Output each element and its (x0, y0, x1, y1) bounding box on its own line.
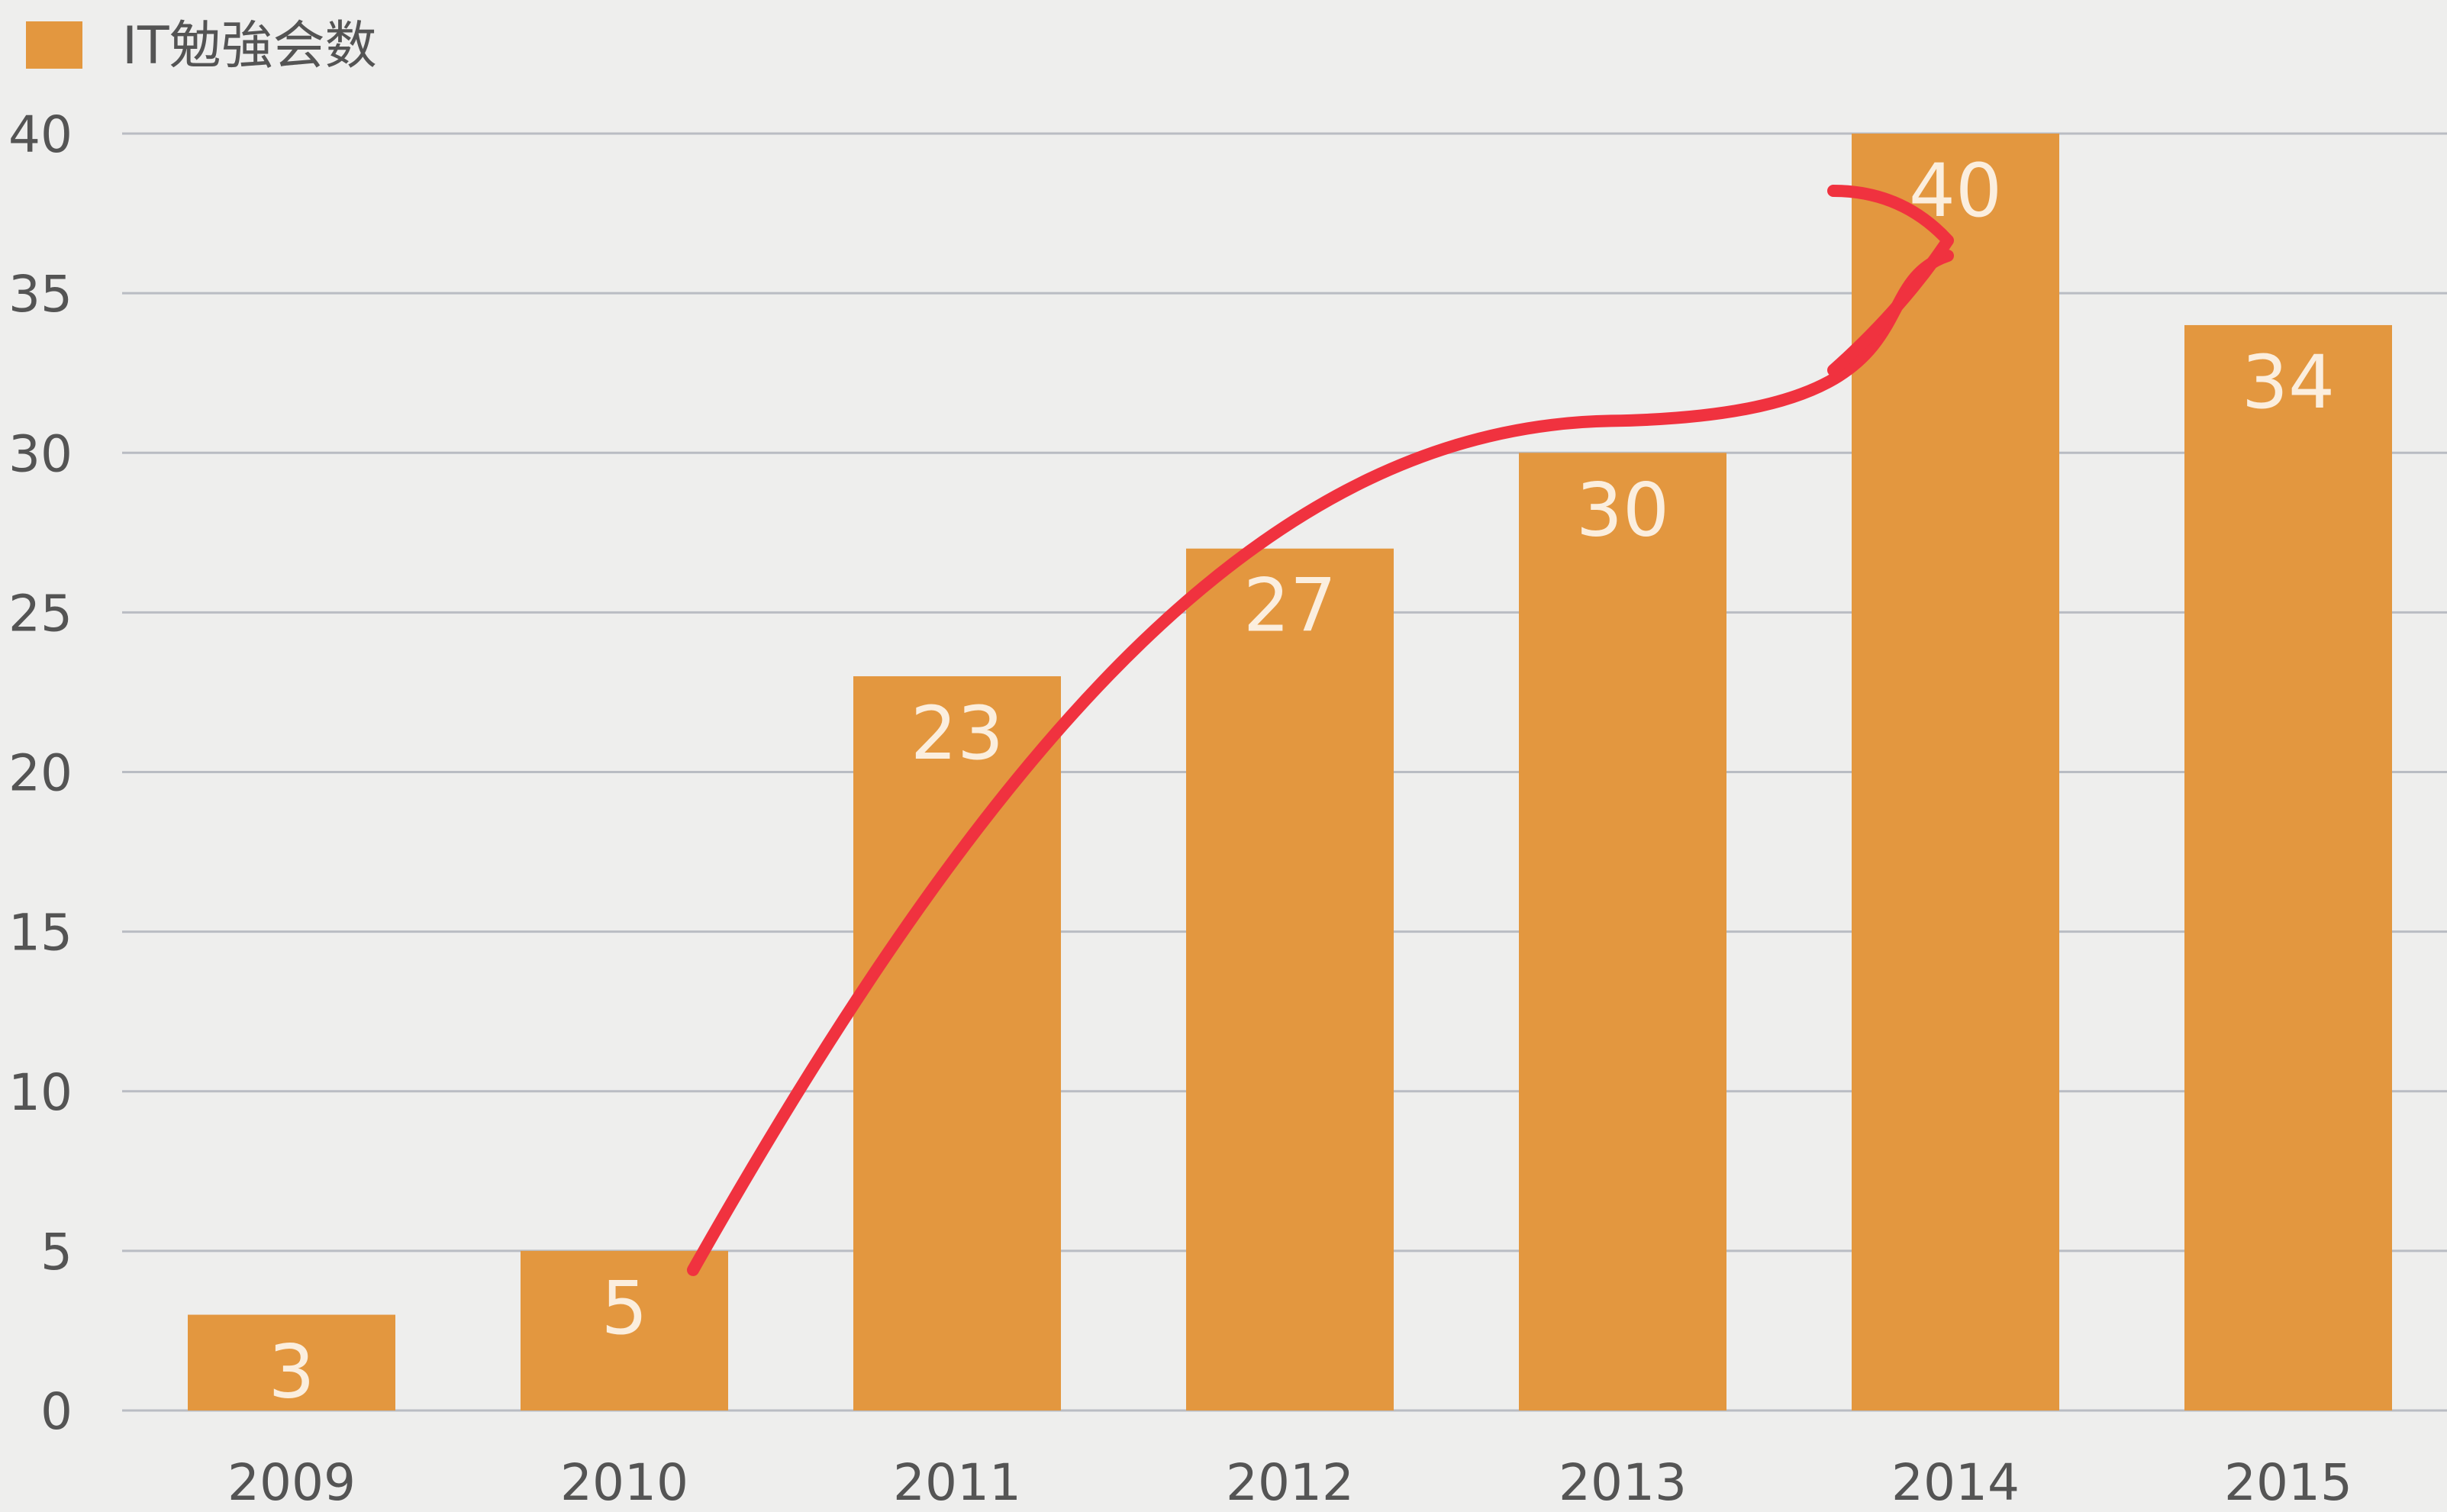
x-tick-label: 2011 (893, 1453, 1021, 1508)
trend-arrow-head (1827, 185, 1954, 376)
bar-2013 (1519, 453, 1726, 1410)
y-tick-label: 25 (8, 584, 73, 643)
y-tick-label: 15 (8, 904, 73, 962)
bar-2010 (521, 1250, 728, 1410)
bar-value-label: 27 (1243, 563, 1336, 649)
legend-label: IT勉強会数 (122, 16, 377, 76)
y-tick-label: 35 (8, 265, 73, 324)
bar-2012 (1186, 548, 1394, 1410)
bar-value-label: 3 (268, 1330, 314, 1415)
y-tick-label: 20 (8, 744, 73, 803)
y-tick-label: 30 (8, 424, 73, 483)
x-tick-label: 2012 (1226, 1453, 1354, 1508)
y-tick-label: 10 (8, 1063, 73, 1122)
x-tick-label: 2013 (1559, 1453, 1687, 1508)
x-tick-label: 2009 (227, 1453, 356, 1508)
y-tick-label: 5 (40, 1223, 73, 1281)
y-tick-label: 0 (40, 1382, 73, 1441)
x-tick-label: 2014 (1891, 1453, 2020, 1508)
bar-value-label: 23 (911, 691, 1004, 776)
legend-swatch (26, 21, 82, 69)
y-tick-label: 40 (8, 105, 73, 164)
x-tick-label: 2010 (560, 1453, 688, 1508)
x-tick-label: 2015 (2224, 1453, 2352, 1508)
bar-2011 (853, 676, 1061, 1410)
legend: IT勉強会数 (26, 16, 377, 76)
bar-value-label: 34 (2242, 340, 2335, 425)
bar-2009 (188, 1314, 395, 1410)
bar-value-label: 5 (601, 1265, 647, 1351)
bar-2014 (1852, 134, 2059, 1410)
bar-2015 (2184, 324, 2392, 1411)
bar-value-label: 30 (1576, 467, 1669, 553)
